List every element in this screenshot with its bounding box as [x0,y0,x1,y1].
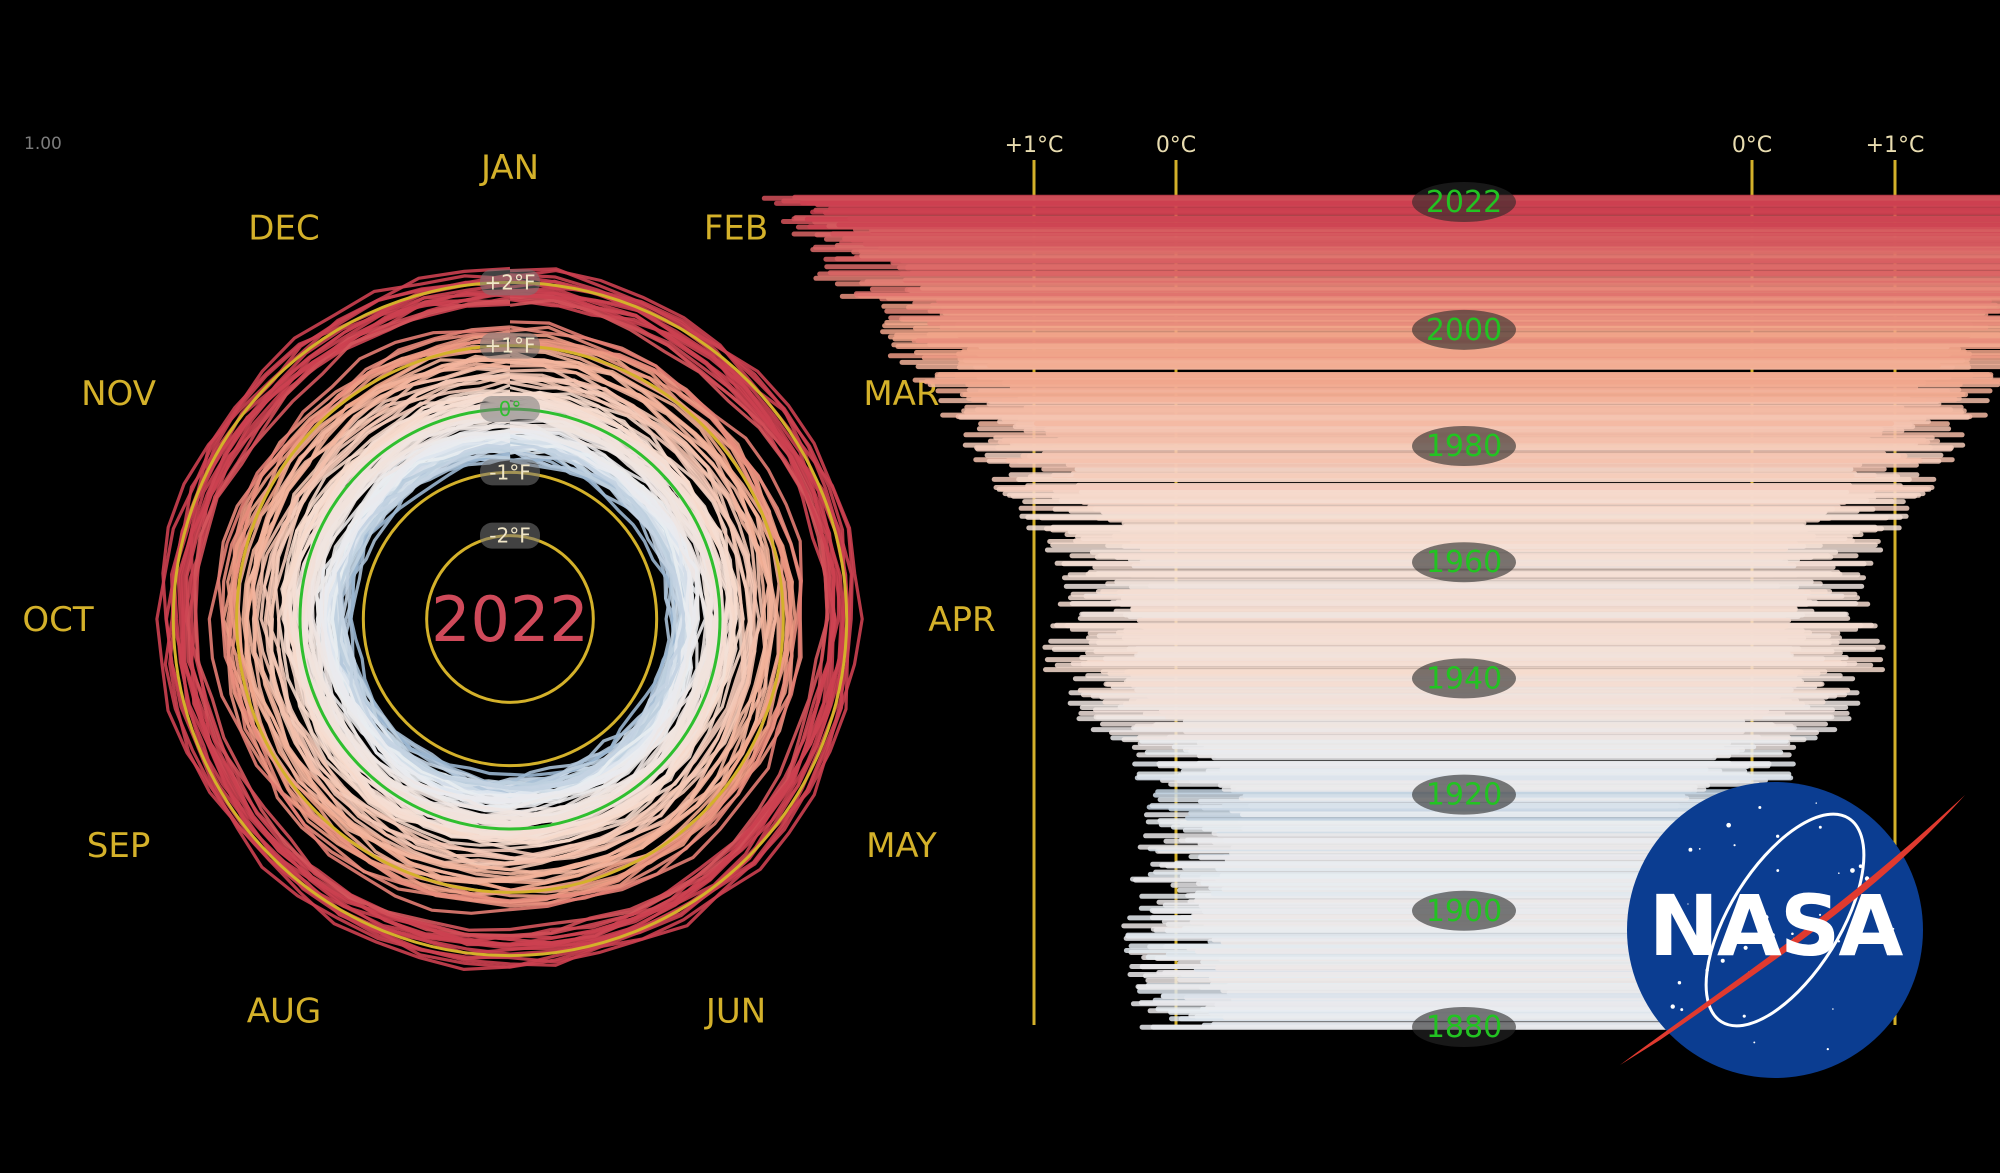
logo-star [1733,844,1736,847]
spiral-trace-1920 [336,443,686,791]
month-label-feb: FEB [704,209,768,249]
spiral-trace-2000 [207,320,803,915]
logo-star [1766,929,1771,934]
month-label-oct: OCT [22,600,94,640]
ring-label-bg [480,396,540,422]
corner-value-label: 1.00 [24,134,62,154]
logo-star [1670,1004,1675,1009]
logo-star [1698,901,1702,905]
logo-star [1727,931,1732,937]
logo-star [1776,869,1780,872]
year-label-bg [1412,658,1516,699]
ring-label: 0° [499,397,522,421]
year-label-1940: 1940 [1426,661,1502,696]
logo-star [1892,927,1895,930]
logo-star [1677,981,1682,985]
spiral-trace-2010 [193,298,830,932]
spiral-trace-1980 [251,360,758,872]
year-label-1880: 1880 [1426,1010,1502,1045]
logo-star [1770,935,1775,940]
polar-spiral-chart: +2°F+1°F0°-1°F-2°FJANFEBMARAPRMAYJUNAUGS… [22,148,995,1031]
year-label-1920: 1920 [1426,778,1502,813]
logo-star [1850,868,1855,873]
ring-label: +2°F [485,270,536,294]
spiral-trace-1970 [295,401,729,837]
logo-star [1888,953,1891,956]
year-label-bg [1412,182,1516,222]
logo-star [1838,872,1840,874]
logo-star [1826,1048,1829,1051]
logo-star [1720,958,1725,963]
logo-star [1740,908,1744,911]
year-label-1960: 1960 [1426,545,1502,580]
month-label-jun: JUN [704,991,766,1031]
month-label-jan: JAN [479,148,539,188]
axis-top-label: 0°C [1732,133,1772,158]
year-label-bg [1412,426,1516,467]
month-label-nov: NOV [81,374,156,414]
ring-label: -2°F [489,524,530,548]
logo-star [1758,805,1762,809]
spiral-trace-2000 [220,325,803,903]
logo-star [1791,932,1794,936]
ring-label-bg [480,459,540,486]
logo-star [1687,903,1689,905]
ring-label-bg [480,332,540,359]
spiral-trace-2020 [189,289,843,948]
year-label-bg [1412,309,1516,350]
logo-orbit [1704,812,1866,1028]
month-label-sep: SEP [87,826,151,866]
ring-label-bg [480,522,540,549]
year-label-bg [1412,1007,1516,1047]
center-year-label: 2022 [431,583,589,656]
spiral-trace-1970 [282,394,732,840]
logo-star [1753,1041,1756,1044]
year-label-2000: 2000 [1426,313,1502,348]
spiral-trace-1970 [295,406,721,827]
logo-star [1818,825,1822,829]
month-label-aug: AUG [247,991,322,1031]
logo-disc [1627,782,1923,1078]
month-label-dec: DEC [248,209,319,249]
stacked-spiral-chart: +1°C 0°C 0°C +1°C 2022 2000 1980 1960 1940 1920 19… [761,133,2000,1047]
year-label-bg [1412,774,1516,815]
nasa-meatball-logo: NASA [1620,782,1965,1078]
spiral-trace-2020 [168,276,851,967]
month-label-apr: APR [928,600,995,640]
spiral-trace-1910 [349,452,676,778]
spiral-trace-1970 [281,389,745,848]
logo-wordmark: NASA [1649,877,1904,975]
logo-star [1698,848,1701,850]
logo-star [1815,802,1817,804]
logo-star [1764,915,1769,920]
year-label-2022: 2022 [1426,185,1502,220]
logo-star [1858,864,1863,869]
logo-star [1818,913,1822,916]
ring-label: +1°F [485,334,536,358]
year-label-bg [1412,542,1516,583]
year-label-1900: 1900 [1426,894,1502,929]
logo-star [1726,822,1731,828]
ring-label-bg [480,269,540,296]
logo-star [1688,847,1693,852]
logo-star [1832,1008,1834,1010]
axis-top-label: +1°C [1866,133,1925,158]
logo-star [1743,945,1748,950]
ring-label: -1°F [489,460,530,484]
year-label-1980: 1980 [1426,429,1502,464]
spiral-trace-1990 [241,349,774,885]
axis-top-label: 0°C [1156,133,1196,158]
logo-star [1742,1014,1746,1018]
year-label-bg [1412,890,1516,931]
axis-top-label: +1°C [1005,133,1064,158]
logo-star [1776,834,1780,838]
month-label-may: MAY [866,826,937,866]
spiral-trace-1990 [245,357,772,876]
logo-star [1680,1008,1684,1012]
